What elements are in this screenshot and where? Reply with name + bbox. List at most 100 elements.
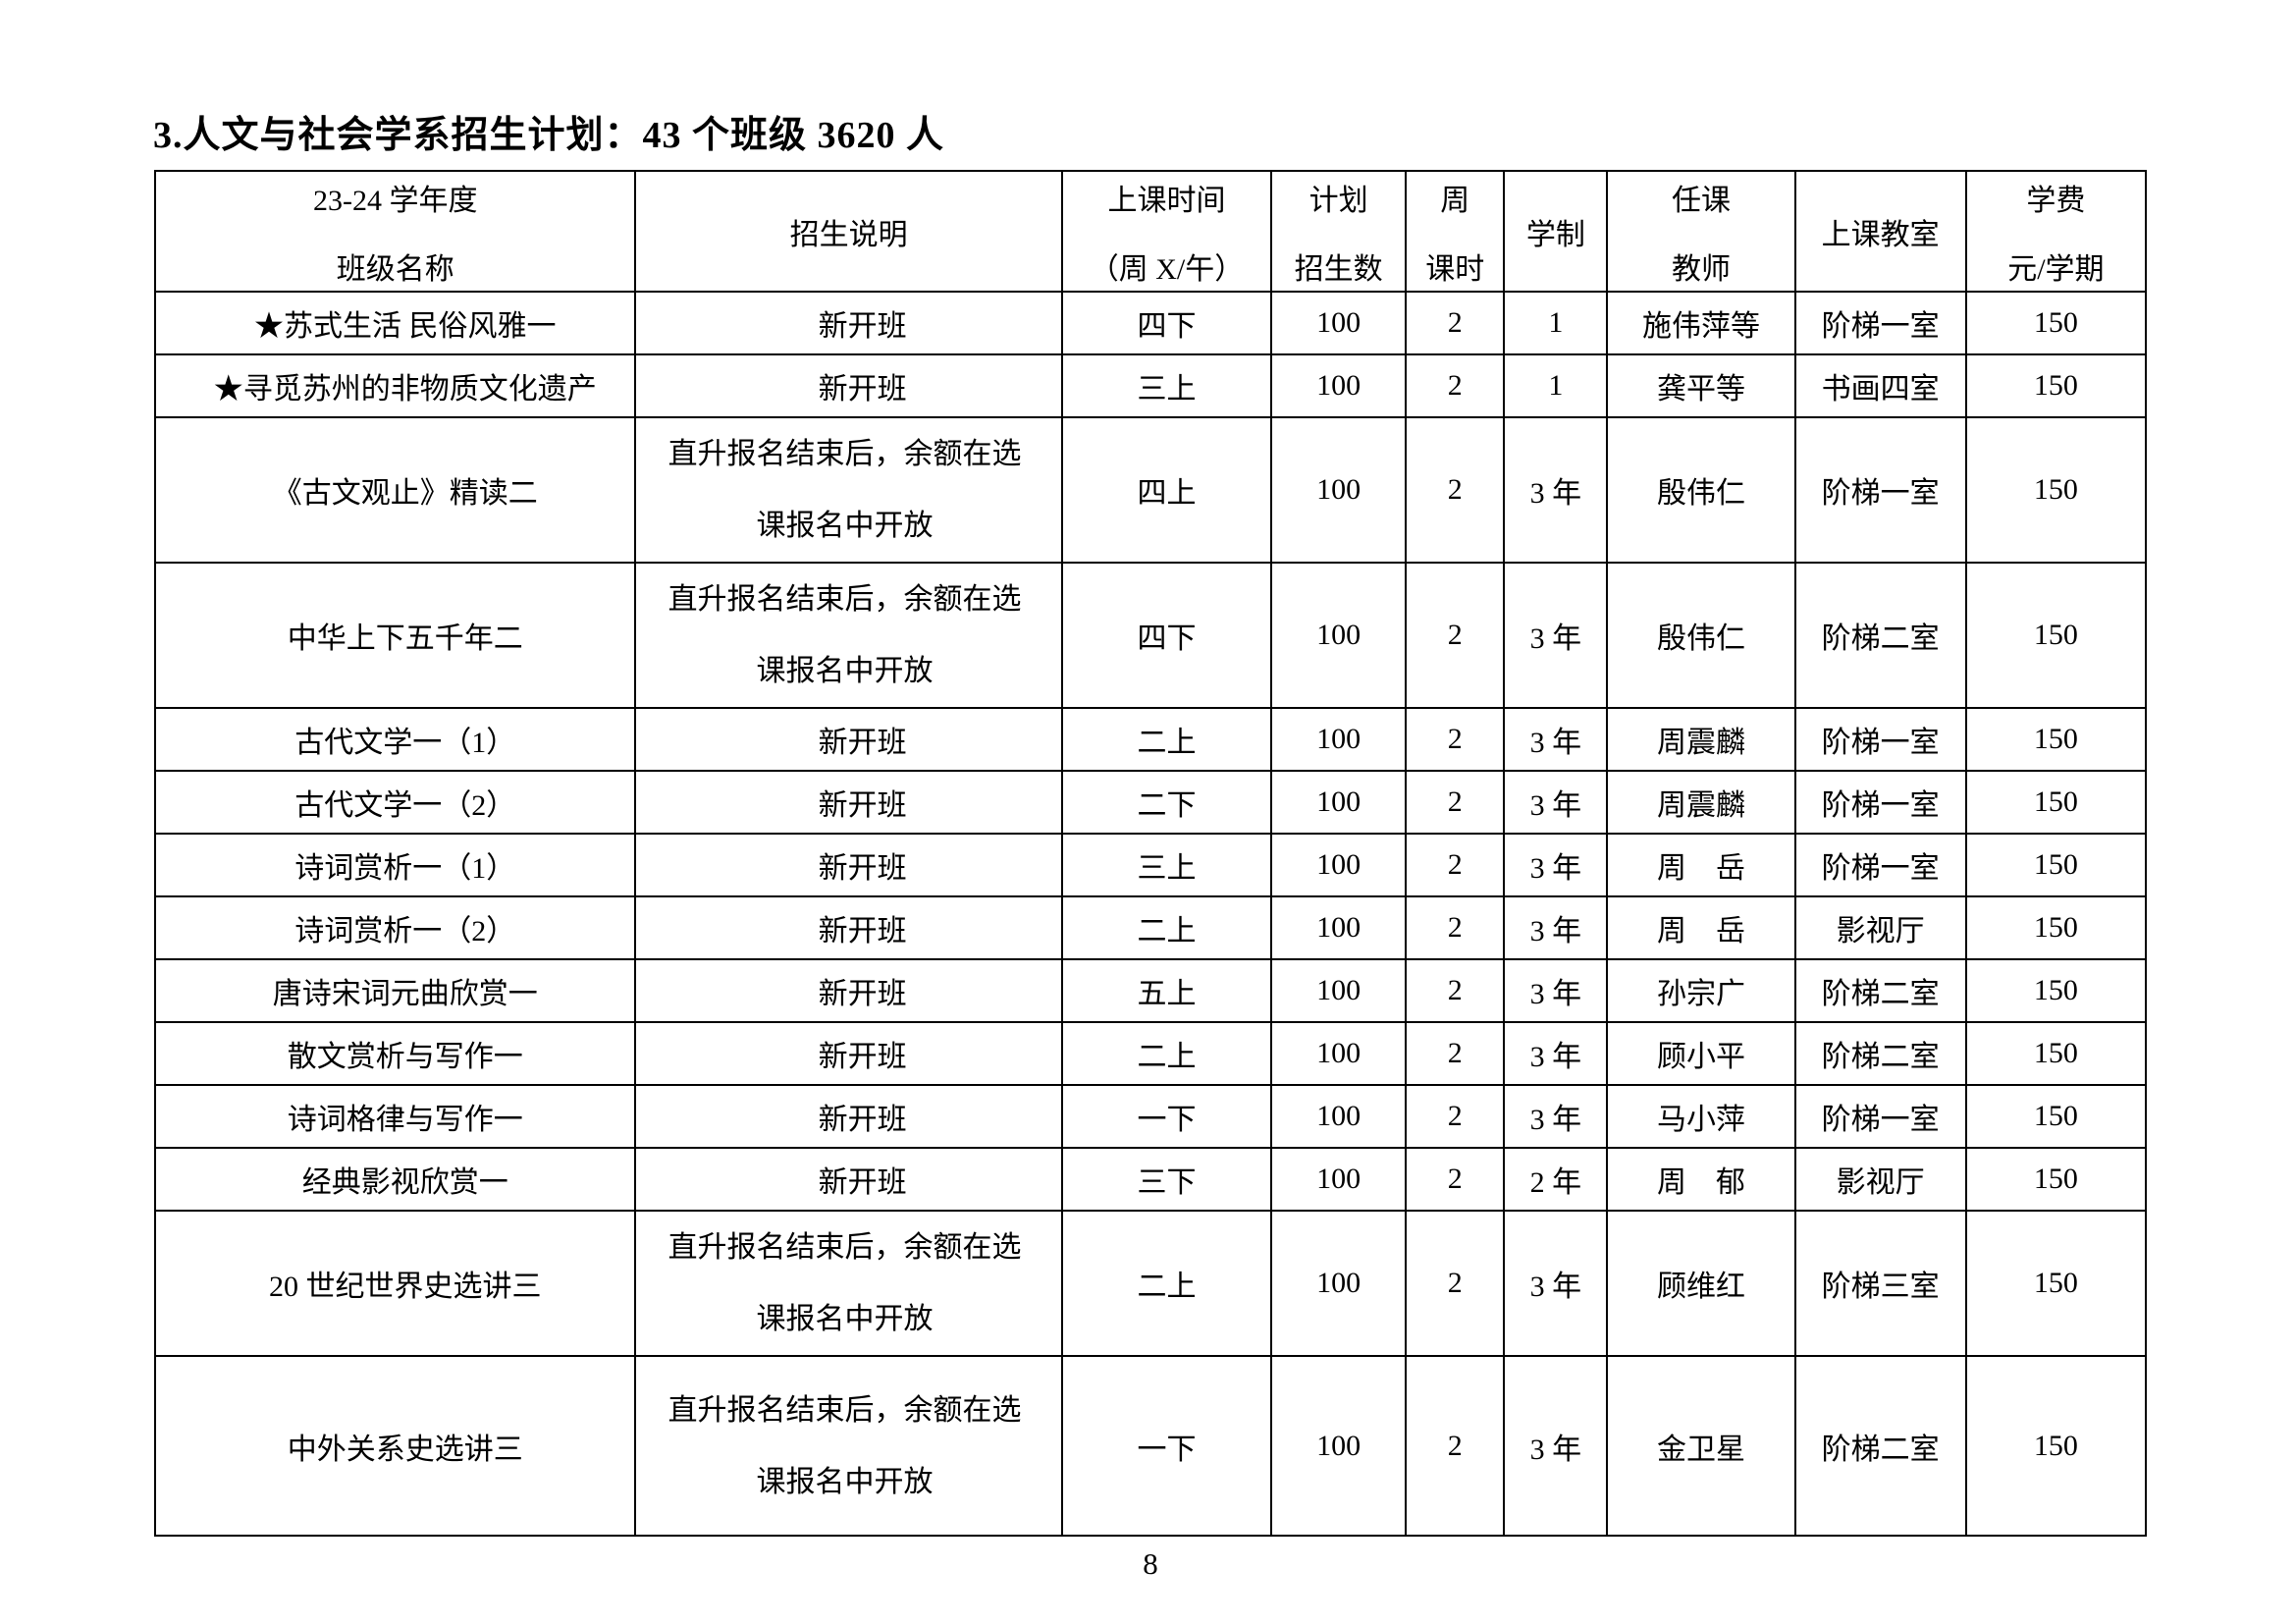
header-line: 教师 (1672, 252, 1731, 286)
cell-room: 影视厅 (1793, 1147, 1967, 1212)
page-number: 8 (1143, 1546, 1158, 1581)
cell-time: 二上 (1060, 1210, 1273, 1357)
column-header-room: 上课教室 (1793, 170, 1967, 293)
header-line: 23-24 学年度 (312, 184, 478, 217)
cell-description: 直升报名结束后，余额在选课报名中开放 (634, 562, 1063, 709)
page-title: 3.人文与社会学系招生计划：43 个班级 3620 人 (153, 115, 945, 156)
table-row: 20 世纪世界史选讲三 直升报名结束后，余额在选课报名中开放 二上 100 2 … (153, 1210, 2148, 1357)
cell-fee: 150 (1964, 416, 2148, 564)
cell-plan: 100 (1270, 958, 1408, 1023)
header-line: 周 (1440, 184, 1470, 217)
cell-teacher: 马小萍 (1606, 1084, 1796, 1149)
cell-hours: 2 (1405, 1021, 1506, 1086)
cell-teacher: 周震麟 (1606, 770, 1796, 835)
cell-fee: 150 (1964, 1355, 2148, 1537)
cell-time: 一下 (1060, 1084, 1273, 1149)
cell-time: 四下 (1060, 291, 1273, 355)
enrollment-table: 23-24 学年度 班级名称 招生说明 上课时间 （周 X/午） 计划 招生数 (153, 170, 2148, 1537)
cell-hours: 2 (1405, 562, 1506, 709)
cell-class-name: 中华上下五千年二 (153, 562, 637, 709)
cell-description: 直升报名结束后，余额在选课报名中开放 (634, 1355, 1063, 1537)
cell-class-name: 《古文观止》精读二 (153, 416, 637, 564)
cell-room: 阶梯三室 (1793, 1210, 1967, 1357)
header-line: 招生数 (1294, 252, 1383, 286)
cell-duration: 3 年 (1503, 1355, 1609, 1537)
cell-plan: 100 (1270, 707, 1408, 772)
cell-plan: 100 (1270, 416, 1408, 564)
column-header-description: 招生说明 (634, 170, 1063, 293)
cell-duration: 3 年 (1503, 895, 1609, 960)
cell-description: 新开班 (634, 707, 1063, 772)
cell-fee: 150 (1964, 958, 2148, 1023)
cell-description: 新开班 (634, 1147, 1063, 1212)
cell-hours: 2 (1405, 291, 1506, 355)
cell-time: 三上 (1060, 353, 1273, 418)
cell-teacher: 周 岳 (1606, 833, 1796, 897)
cell-fee: 150 (1964, 707, 2148, 772)
cell-teacher: 殷伟仁 (1606, 416, 1796, 564)
cell-description: 新开班 (634, 770, 1063, 835)
table-row: 经典影视欣赏一 新开班 三下 100 2 2 年 周 郁 影视厅 150 (153, 1147, 2148, 1212)
cell-hours: 2 (1405, 353, 1506, 418)
column-header-class-name: 23-24 学年度 班级名称 (153, 170, 637, 293)
cell-plan: 100 (1270, 562, 1408, 709)
cell-hours: 2 (1405, 416, 1506, 564)
cell-teacher: 周 岳 (1606, 895, 1796, 960)
cell-duration: 3 年 (1503, 833, 1609, 897)
cell-fee: 150 (1964, 770, 2148, 835)
table-row: 古代文学一（1） 新开班 二上 100 2 3 年 周震麟 阶梯一室 150 (153, 707, 2148, 772)
cell-hours: 2 (1405, 707, 1506, 772)
cell-fee: 150 (1964, 895, 2148, 960)
cell-class-name: ★苏式生活 民俗风雅一 (153, 291, 637, 355)
cell-plan: 100 (1270, 353, 1408, 418)
column-header-fee: 学费 元/学期 (1964, 170, 2148, 293)
column-header-time: 上课时间 （周 X/午） (1060, 170, 1273, 293)
cell-room: 阶梯一室 (1793, 770, 1967, 835)
cell-class-name: ★寻觅苏州的非物质文化遗产 (153, 353, 637, 418)
cell-room: 阶梯一室 (1793, 833, 1967, 897)
cell-hours: 2 (1405, 833, 1506, 897)
cell-room: 阶梯二室 (1793, 1021, 1967, 1086)
cell-duration: 3 年 (1503, 1084, 1609, 1149)
cell-duration: 3 年 (1503, 416, 1609, 564)
cell-teacher: 顾小平 (1606, 1021, 1796, 1086)
cell-duration: 2 年 (1503, 1147, 1609, 1212)
cell-duration: 3 年 (1503, 1021, 1609, 1086)
table-row: 《古文观止》精读二 直升报名结束后，余额在选课报名中开放 四上 100 2 3 … (153, 416, 2148, 564)
header-line: 课时 (1425, 252, 1485, 286)
header-line: 任课 (1672, 184, 1731, 217)
cell-class-name: 诗词格律与写作一 (153, 1084, 637, 1149)
cell-fee: 150 (1964, 1021, 2148, 1086)
cell-description: 新开班 (634, 291, 1063, 355)
cell-class-name: 古代文学一（1） (153, 707, 637, 772)
header-line: 元/学期 (2007, 252, 2105, 286)
header-line: （周 X/午） (1089, 252, 1245, 286)
cell-duration: 3 年 (1503, 1210, 1609, 1357)
cell-fee: 150 (1964, 353, 2148, 418)
cell-plan: 100 (1270, 1084, 1408, 1149)
cell-duration: 3 年 (1503, 562, 1609, 709)
cell-teacher: 周 郁 (1606, 1147, 1796, 1212)
cell-time: 二下 (1060, 770, 1273, 835)
header-line: 上课时间 (1107, 184, 1226, 217)
cell-teacher: 顾维红 (1606, 1210, 1796, 1357)
cell-time: 一下 (1060, 1355, 1273, 1537)
table-row: 诗词格律与写作一 新开班 一下 100 2 3 年 马小萍 阶梯一室 150 (153, 1084, 2148, 1149)
cell-description: 新开班 (634, 895, 1063, 960)
cell-duration: 3 年 (1503, 958, 1609, 1023)
cell-class-name: 唐诗宋词元曲欣赏一 (153, 958, 637, 1023)
cell-teacher: 周震麟 (1606, 707, 1796, 772)
cell-plan: 100 (1270, 895, 1408, 960)
cell-plan: 100 (1270, 1021, 1408, 1086)
cell-teacher: 孙宗广 (1606, 958, 1796, 1023)
header-line: 计划 (1308, 184, 1368, 217)
cell-plan: 100 (1270, 1355, 1408, 1537)
cell-room: 阶梯一室 (1793, 291, 1967, 355)
cell-plan: 100 (1270, 833, 1408, 897)
cell-class-name: 诗词赏析一（1） (153, 833, 637, 897)
cell-room: 阶梯二室 (1793, 958, 1967, 1023)
table-row: ★苏式生活 民俗风雅一 新开班 四下 100 2 1 施伟萍等 阶梯一室 150 (153, 291, 2148, 355)
cell-plan: 100 (1270, 1210, 1408, 1357)
cell-teacher: 施伟萍等 (1606, 291, 1796, 355)
cell-description: 新开班 (634, 833, 1063, 897)
